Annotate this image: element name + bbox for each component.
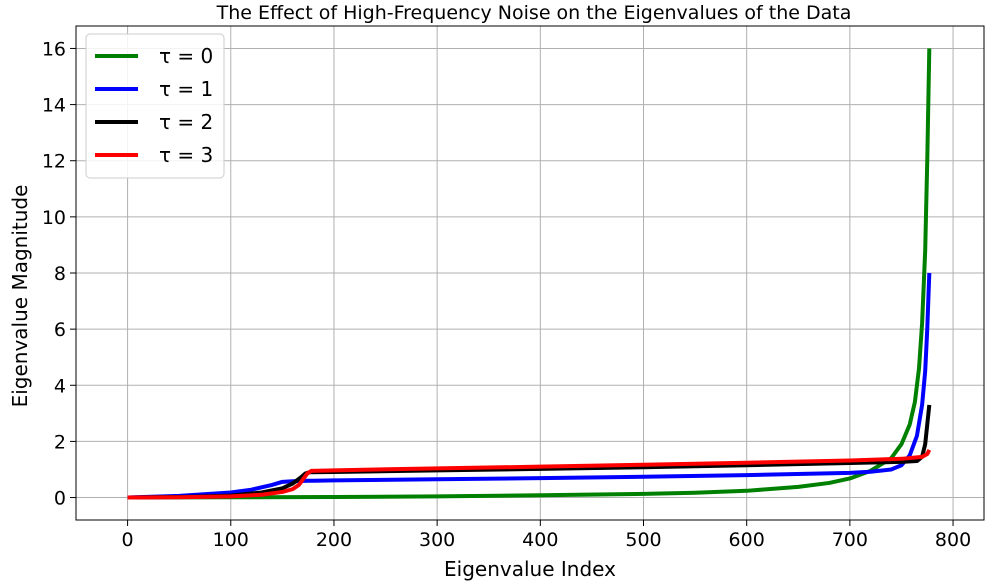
y-tick-label: 12 <box>42 151 66 173</box>
x-tick-label: 300 <box>419 529 455 551</box>
legend-label: τ = 1 <box>159 77 213 101</box>
legend: τ = 0 τ = 1 τ = 2 τ = 3 <box>85 33 225 179</box>
legend-label: τ = 0 <box>159 44 213 68</box>
y-tick-label: 8 <box>54 263 66 285</box>
y-tick-label: 0 <box>54 488 66 510</box>
legend-label: τ = 2 <box>159 110 213 134</box>
x-tick-label: 500 <box>625 529 661 551</box>
y-tick-label: 2 <box>54 431 66 453</box>
x-tick-label: 400 <box>522 529 558 551</box>
grid-lines <box>76 26 984 520</box>
x-tick-label: 200 <box>316 529 352 551</box>
x-tick-label: 800 <box>935 529 971 551</box>
y-tick-label: 6 <box>54 319 66 341</box>
chart-title: The Effect of High-Frequency Noise on th… <box>216 2 852 24</box>
x-tick-label: 700 <box>832 529 868 551</box>
y-axis-label: Eigenvalue Magnitude <box>8 185 32 408</box>
series-lines <box>127 48 932 500</box>
x-axis-label: Eigenvalue Index <box>444 557 616 581</box>
x-tick-label: 100 <box>213 529 249 551</box>
y-tick-label: 14 <box>42 95 66 117</box>
x-tick-label: 0 <box>122 529 134 551</box>
legend-label: τ = 3 <box>159 143 213 167</box>
y-tick-label: 16 <box>42 38 66 60</box>
axis-ticks: 0 100 200 300 400 500 600 700 800 0 2 4 6 8 10 12 14 16 <box>42 38 971 551</box>
y-tick-label: 10 <box>42 207 66 229</box>
y-tick-label: 4 <box>54 375 66 397</box>
series-line-tau-1 <box>127 272 932 500</box>
series-line-tau-0 <box>127 48 932 500</box>
legend-box <box>85 33 225 179</box>
x-tick-label: 600 <box>729 529 765 551</box>
series-line-tau-3 <box>127 448 932 500</box>
